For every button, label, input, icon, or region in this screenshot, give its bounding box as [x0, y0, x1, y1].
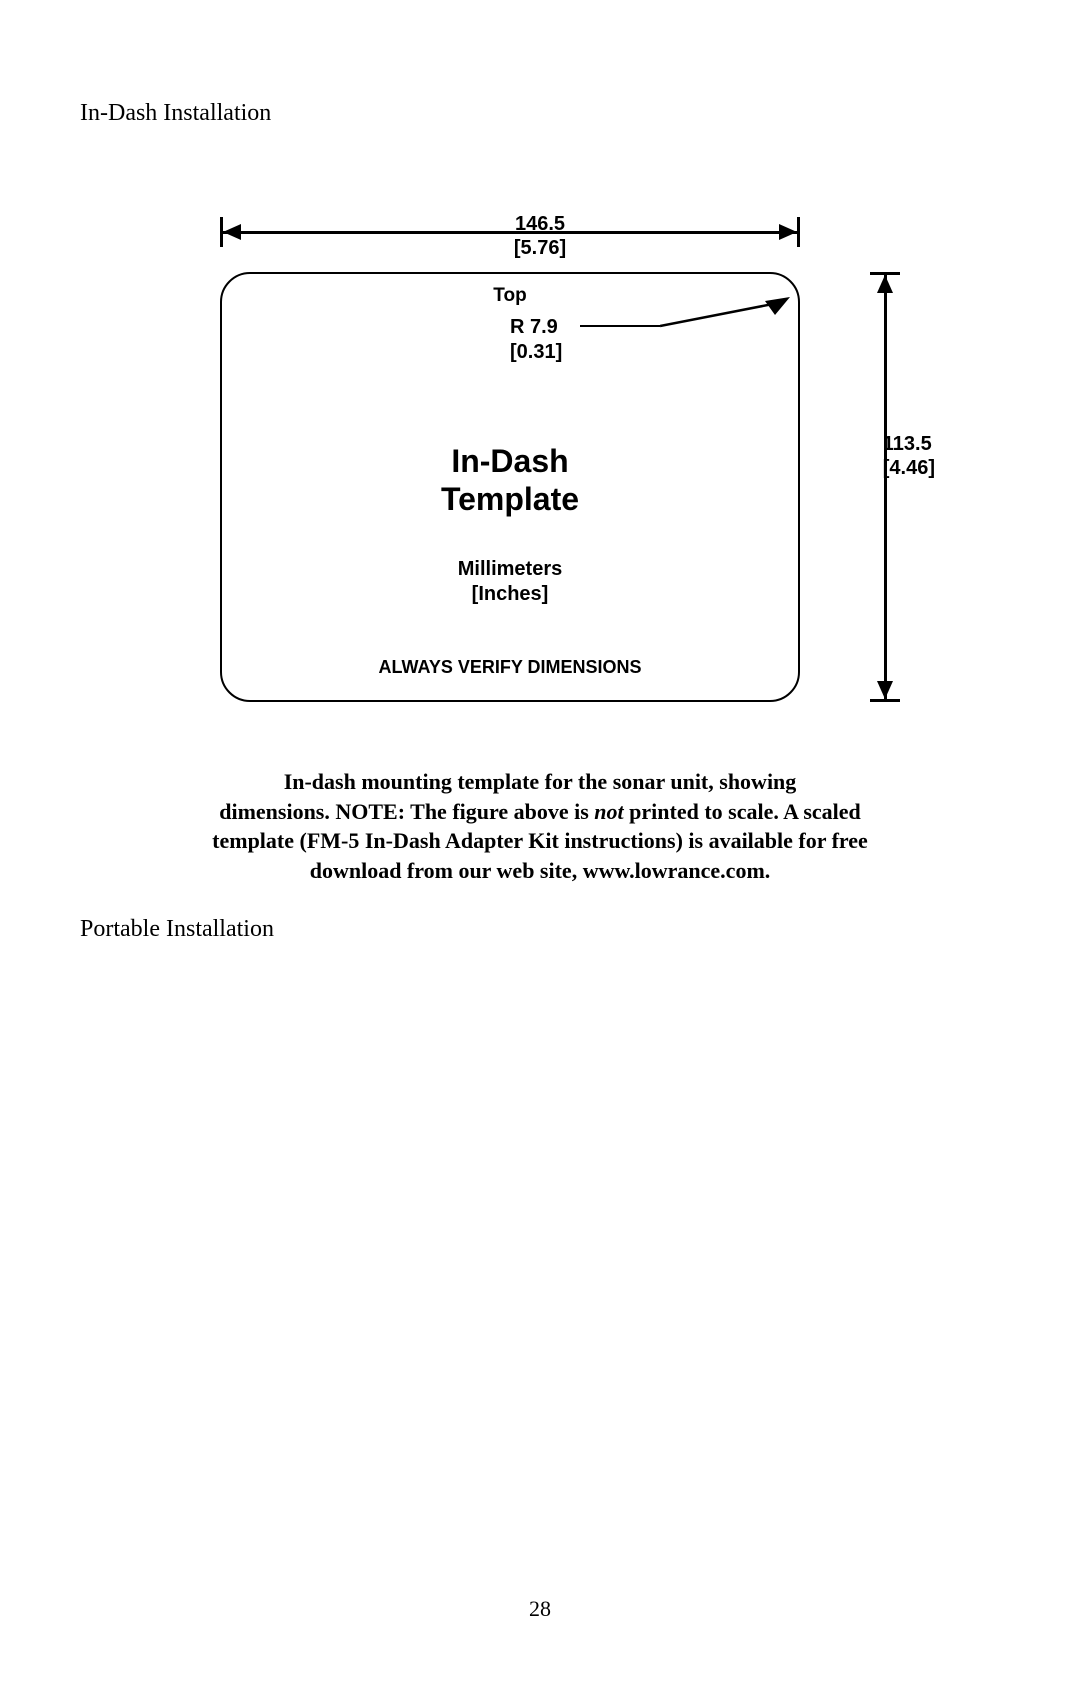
top-dimension-label: 146.5 [5.76] — [514, 212, 566, 260]
title-line2: Template — [441, 481, 579, 517]
top-dimension-line — [220, 217, 800, 247]
height-mm: 113.5 — [883, 433, 932, 455]
caption-line1: In-dash mounting template for the sonar … — [284, 769, 797, 794]
caption-line2c: printed to scale. A scaled — [624, 799, 861, 824]
width-inches: [5.76] — [514, 237, 566, 259]
units-mm: Millimeters — [458, 558, 562, 580]
radius-inches: [0.31] — [510, 341, 562, 363]
corner-radius-label: R 7.9 [0.31] — [510, 315, 562, 365]
right-dimension-line — [870, 272, 900, 702]
width-mm: 146.5 — [515, 213, 565, 235]
verify-dimensions-label: ALWAYS VERIFY DIMENSIONS — [220, 657, 800, 678]
caption-line4: download from our web site, www.lowrance… — [310, 858, 771, 883]
caption-line2a: dimensions. NOTE: The figure above is — [219, 799, 594, 824]
radius-mm: R 7.9 — [510, 316, 558, 338]
template-title: In-Dash Template — [220, 442, 800, 519]
caption-not-italic: not — [594, 799, 623, 824]
units-inches: [Inches] — [472, 583, 549, 605]
units-label: Millimeters [Inches] — [220, 557, 800, 607]
radius-leader-arrow — [660, 297, 790, 353]
in-dash-template-diagram: 146.5 [5.76] 113.5 [4.46] Top R 7.9 [0.3… — [180, 217, 900, 737]
title-line1: In-Dash — [451, 443, 568, 479]
page-number: 28 — [0, 1596, 1080, 1622]
section-heading-in-dash: In-Dash Installation — [80, 100, 1000, 127]
caption-line3: template (FM-5 In-Dash Adapter Kit instr… — [212, 828, 868, 853]
section-heading-portable: Portable Installation — [80, 916, 1000, 943]
radius-leader-horizontal — [580, 325, 660, 327]
figure-caption: In-dash mounting template for the sonar … — [90, 767, 990, 886]
right-dimension-label: 113.5 [4.46] — [883, 432, 935, 480]
height-inches: [4.46] — [883, 457, 935, 479]
